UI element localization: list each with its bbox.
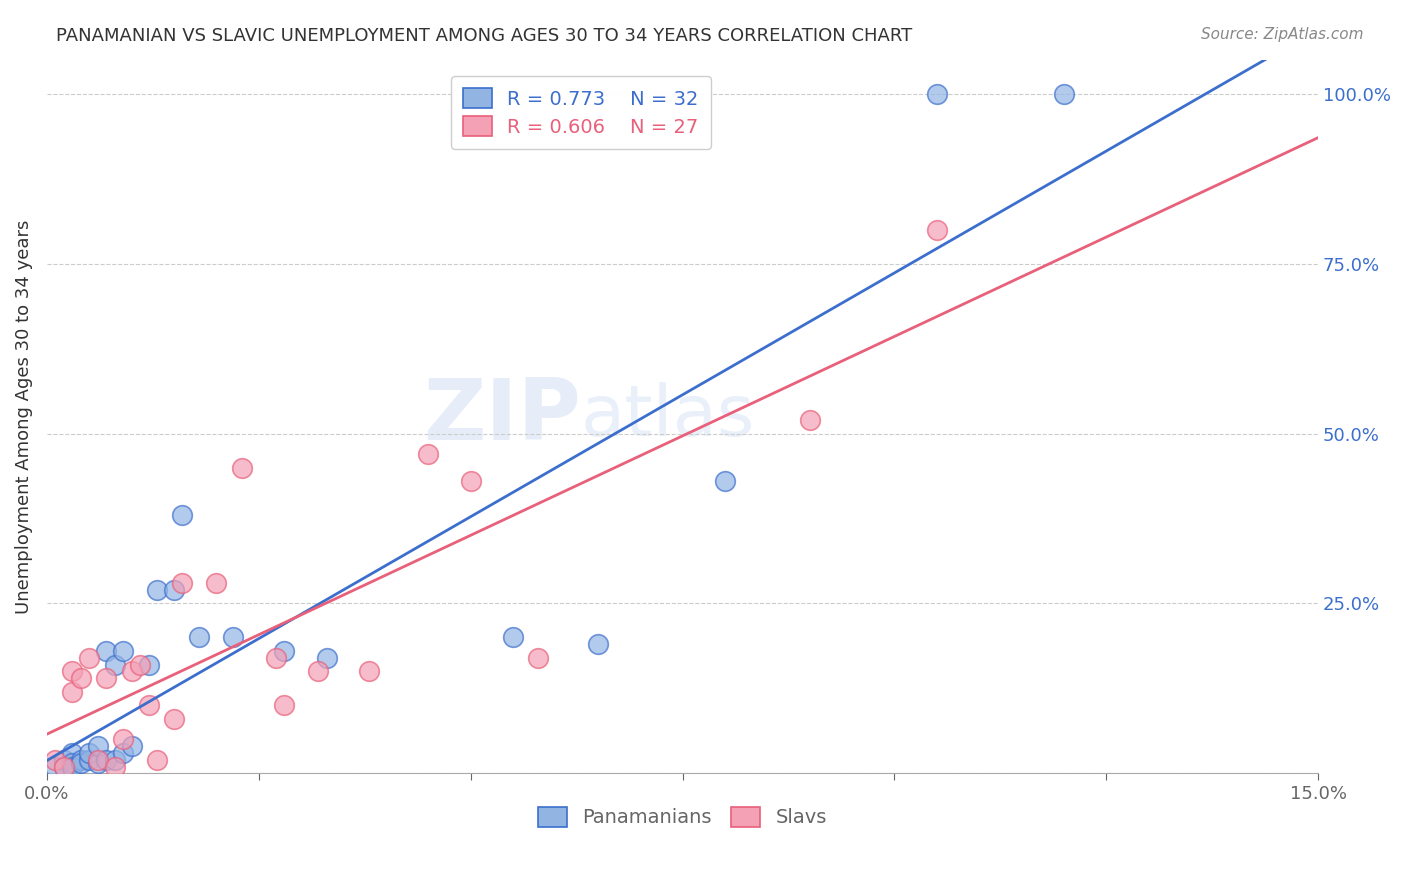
Text: atlas: atlas [581,382,755,451]
Point [69,671,91,685]
Point [1053,87,1076,101]
Legend: Panamanians, Slavs: Panamanians, Slavs [530,799,835,835]
Point [799,413,821,427]
Point [231,460,253,475]
Point [925,222,948,236]
Point [138,657,160,672]
Point [273,644,295,658]
Point [112,644,135,658]
Point [502,631,524,645]
Point [60,746,83,760]
Point [714,474,737,488]
Point [87,739,110,754]
Point [357,665,380,679]
Point [172,508,194,522]
Point [96,671,118,685]
Point [104,657,127,672]
Point [96,753,118,767]
Point [527,651,550,665]
Y-axis label: Unemployment Among Ages 30 to 34 years: Unemployment Among Ages 30 to 34 years [15,219,32,614]
Point [52,753,75,767]
Point [146,582,169,597]
Point [418,447,440,461]
Point [60,665,83,679]
Point [60,759,83,773]
Point [172,576,194,591]
Point [96,644,118,658]
Point [69,756,91,771]
Point [188,631,211,645]
Text: ZIP: ZIP [423,375,581,458]
Point [77,746,100,760]
Point [146,753,169,767]
Point [77,753,100,767]
Point [121,665,143,679]
Point [52,759,75,773]
Point [60,756,83,771]
Point [104,759,127,773]
Point [138,698,160,713]
Point [44,753,66,767]
Point [87,753,110,767]
Point [264,651,287,665]
Point [129,657,152,672]
Point [273,698,295,713]
Point [315,651,337,665]
Point [104,753,127,767]
Point [307,665,329,679]
Point [163,582,186,597]
Text: Source: ZipAtlas.com: Source: ZipAtlas.com [1201,27,1364,42]
Point [112,746,135,760]
Point [925,87,948,101]
Point [205,576,228,591]
Point [52,759,75,773]
Point [44,759,66,773]
Point [87,756,110,771]
Point [460,474,482,488]
Point [222,631,245,645]
Point [77,651,100,665]
Point [121,739,143,754]
Point [112,732,135,747]
Point [163,712,186,726]
Text: PANAMANIAN VS SLAVIC UNEMPLOYMENT AMONG AGES 30 TO 34 YEARS CORRELATION CHART: PANAMANIAN VS SLAVIC UNEMPLOYMENT AMONG … [56,27,912,45]
Point [60,685,83,699]
Point [69,753,91,767]
Point [586,637,609,651]
